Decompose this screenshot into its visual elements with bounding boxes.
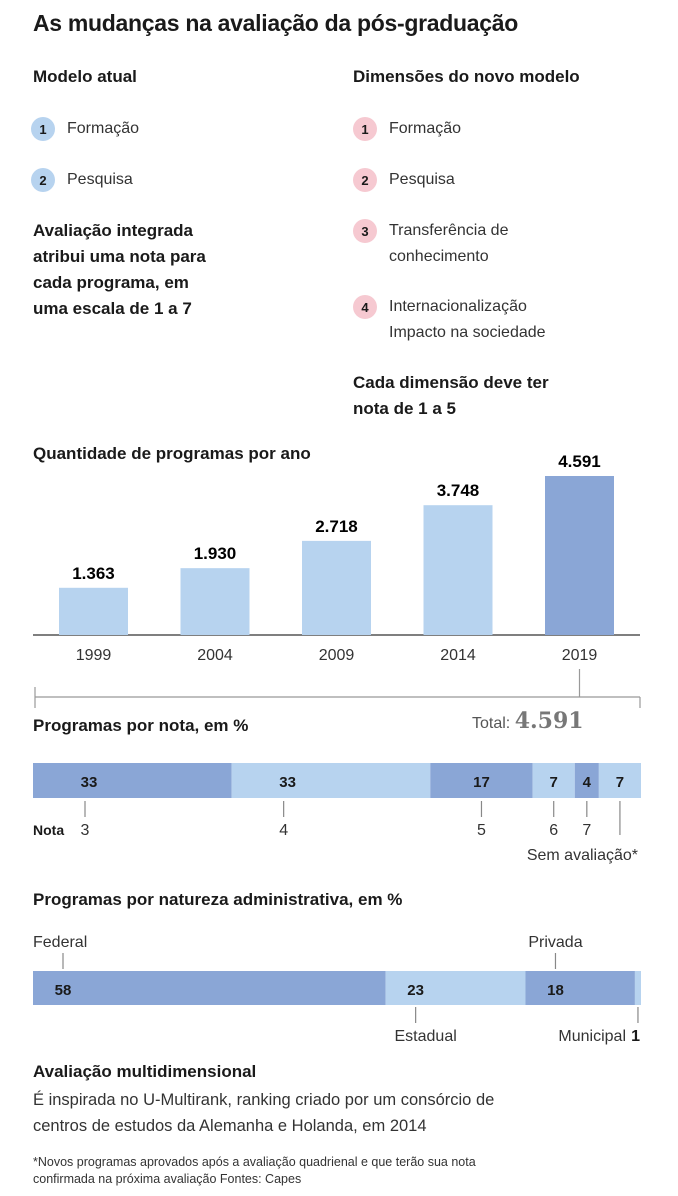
number-badge: 1 [31,117,55,141]
bracket-line [34,669,641,708]
current-model-note: Avaliação integrada atribui uma nota par… [33,221,206,318]
multidim-heading: Avaliação multidimensional [33,1062,257,1081]
segment-value-label: 23 [407,982,424,999]
x-tick-label: 2009 [319,647,355,664]
segment-5 [598,763,641,798]
bar-1999 [59,587,128,635]
segment-value-label: 58 [55,982,72,999]
bar-2004 [180,568,250,635]
programs-by-admin-chart: 58 Federal 23 Estadual 18 Privada Municipal 1 [33,934,641,1045]
x-tick-label: 1999 [76,647,112,664]
current-item-1: 1 Formação [31,117,139,142]
segment-estadual [385,971,526,1005]
x-tick-label: 2019 [562,647,598,664]
page-title: As mudanças na avaliação da pós-graduaçã… [33,10,518,36]
segment-value-label: 33 [279,774,296,791]
segment-value-label: 4 [583,774,592,791]
segment-category-label: Federal [33,934,87,951]
segment-category-label: 6 [549,822,558,839]
bar-2009 [302,540,371,635]
x-tick-label: 2004 [197,647,233,664]
new-item-label: Formação [389,120,462,137]
total-label: Total: [472,715,511,732]
new-model-note: Cada dimensão deve ter nota de 1 a 5 [353,373,549,418]
segment-category-label: 5 [477,822,486,839]
bar-2014 [423,505,493,635]
segment-municipal [634,971,641,1005]
new-item-2: 2 Pesquisa [353,168,455,193]
number-badge: 2 [353,168,377,192]
segment-category-label: 3 [81,822,90,839]
new-model-heading: Dimensões do novo modelo [353,67,580,86]
segment-category-label: 7 [582,822,591,839]
axis-prefix-label: Nota [33,822,64,838]
segment-category-label: Estadual [395,1028,457,1045]
total-row: Total: 4.591 [472,708,584,734]
multidim-text: É inspirada no U-Multirank, ranking cria… [33,1091,495,1135]
x-tick-label: 2014 [440,647,476,664]
segment-value-label: 1 [631,1028,640,1045]
segment-1 [231,763,431,798]
segment-2 [430,763,533,798]
number-badge: 1 [353,117,377,141]
programs-per-year-chart: 1.363 1999 1.930 2004 2.718 2009 3.748 2014 4.59… [33,452,641,708]
new-item-label: Transferência de conhecimento [389,222,509,265]
segment-value-label: 18 [547,982,564,999]
segment-4 [574,763,599,798]
segment-category-label: Privada [528,934,582,951]
bar-value-label: 2.718 [315,517,358,536]
programs-by-grade-title: Programas por nota, em % [33,716,249,735]
segment-privada [525,971,635,1005]
new-item-label: Pesquisa [389,171,455,188]
bar-value-label: 1.363 [72,564,115,583]
number-badge: 3 [353,219,377,243]
current-model-heading: Modelo atual [33,67,137,86]
new-item-3: 3 Transferência de conhecimento [353,219,508,270]
segment-value-label: 17 [473,774,490,791]
bar-2019 [545,476,614,635]
current-item-2: 2 Pesquisa [31,168,133,193]
total-value: 4.591 [514,708,584,734]
number-badge: 2 [31,168,55,192]
segment-federal [33,971,386,1005]
programs-by-admin-title: Programas por natureza administrativa, e… [33,890,403,909]
new-item-1: 1 Formação [353,117,461,142]
current-item-label: Pesquisa [67,171,133,188]
segment-category-label: Sem avaliação* [527,847,638,864]
segment-category-label: Municipal [558,1028,626,1045]
segment-category-label: 4 [279,822,288,839]
segment-0 [33,763,232,798]
programs-per-year-title: Quantidade de programas por ano [33,444,311,463]
new-item-4: 4 Internacionalização Impacto na socieda… [353,295,546,346]
segment-value-label: 7 [550,774,558,791]
bar-value-label: 3.748 [437,481,480,500]
bar-value-label: 4.591 [558,452,601,471]
new-item-label: Internacionalização Impacto na sociedade [389,298,546,341]
segment-3 [532,763,575,798]
footnote: *Novos programas aprovados após a avalia… [33,1155,476,1186]
segment-value-label: 33 [81,774,98,791]
number-badge: 4 [353,295,377,319]
segment-value-label: 7 [616,774,624,791]
bar-value-label: 1.930 [194,544,237,563]
current-item-label: Formação [67,120,140,137]
